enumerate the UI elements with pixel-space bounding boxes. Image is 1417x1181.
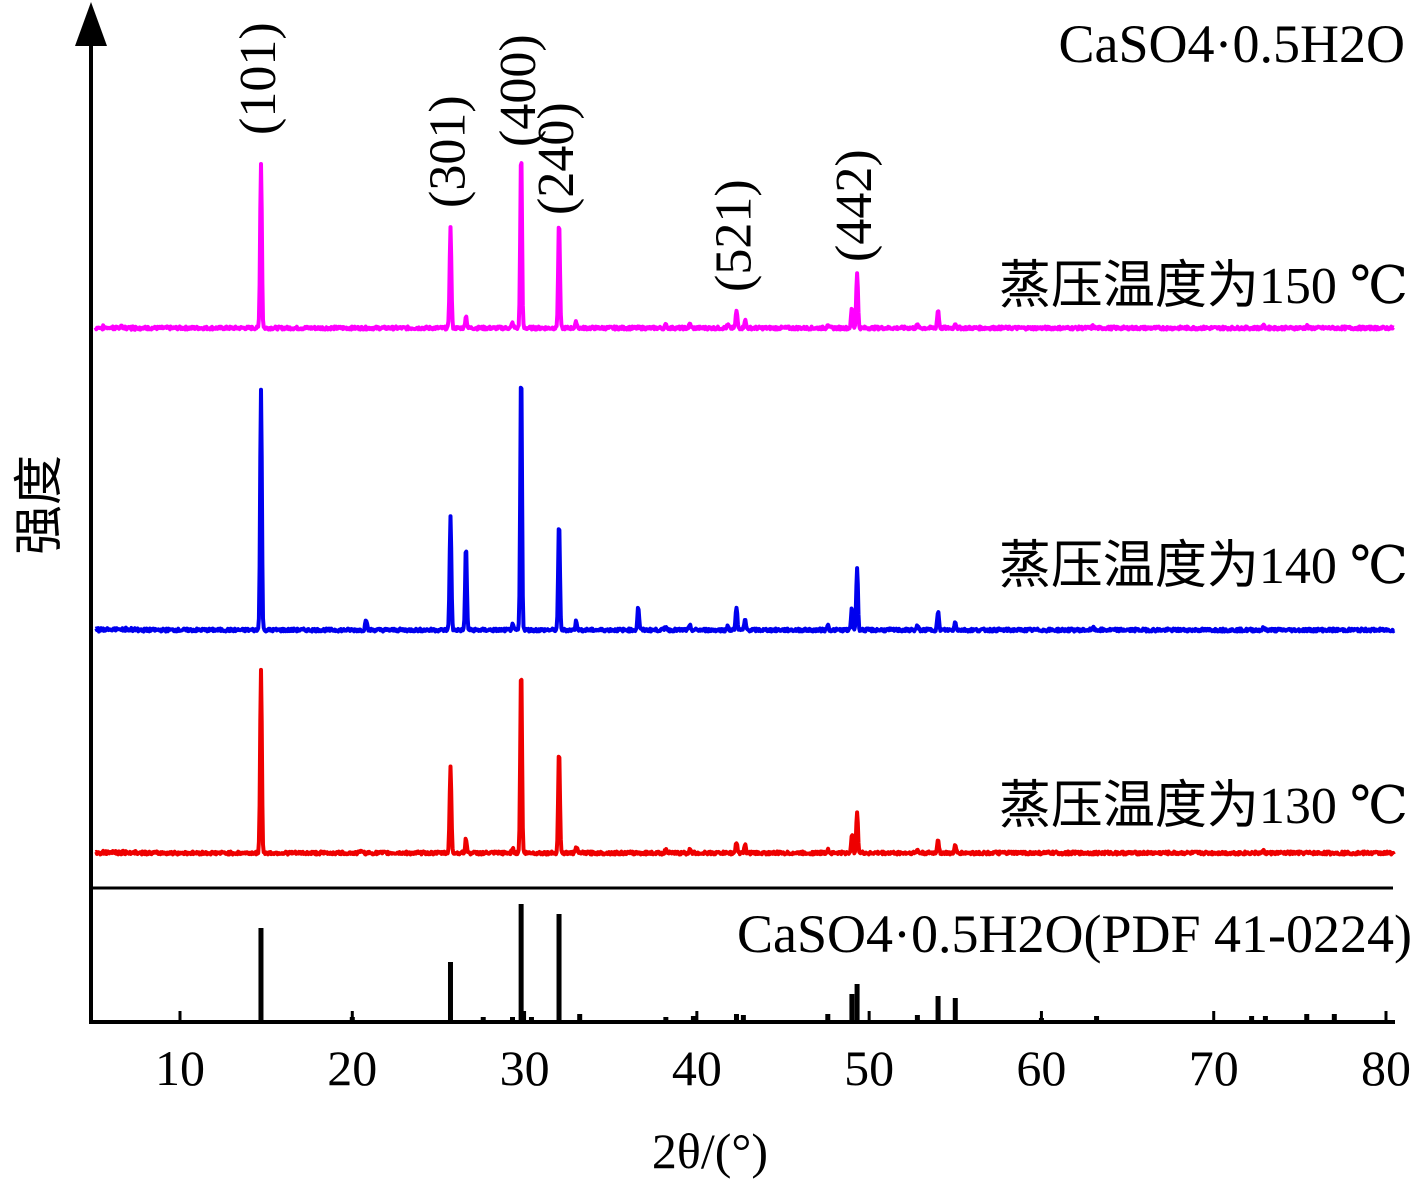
hkl-label: (400) [490, 34, 547, 147]
hkl-label: (301) [420, 95, 477, 208]
chart-title: CaSO4·0.5H2O [1059, 14, 1406, 74]
series-label-140: 蒸压温度为140 ℃ [999, 538, 1408, 595]
y-axis-arrow-icon [75, 2, 107, 46]
series-line-3 [94, 667, 1396, 857]
hkl-label: (442) [826, 149, 883, 262]
reference-layer [258, 904, 1337, 1022]
x-tick-label: 70 [1189, 1040, 1239, 1096]
y-axis-label: 强度 [11, 455, 67, 555]
series-label-150: 蒸压温度为150 ℃ [999, 258, 1408, 315]
hkl-labels: (101) (301)(400)(240) (521) (442) [230, 22, 883, 292]
axes [75, 2, 1395, 1024]
reference-label: CaSO4·0.5H2O(PDF 41-0224) [737, 904, 1412, 964]
x-ticks: 10 20 30 40 50 60 70 80 [155, 1011, 1411, 1096]
x-tick-label: 40 [672, 1040, 722, 1096]
x-tick-label: 10 [155, 1040, 205, 1096]
hkl-label: (521) [706, 179, 763, 292]
series-label-130: 蒸压温度为130 ℃ [999, 778, 1408, 835]
series-layer [93, 161, 1396, 857]
hkl-label: (240) [528, 102, 585, 215]
x-tick-label: 50 [844, 1040, 894, 1096]
x-tick-label: 60 [1016, 1040, 1066, 1096]
series-line-2 [94, 385, 1396, 634]
series-line-1 [93, 161, 1396, 332]
x-tick-label: 20 [327, 1040, 377, 1096]
x-tick-label: 80 [1361, 1040, 1411, 1096]
x-tick-label: 30 [500, 1040, 550, 1096]
hkl-label: (101) [230, 22, 287, 135]
x-axis-label: 2θ/(°) [652, 1123, 768, 1179]
